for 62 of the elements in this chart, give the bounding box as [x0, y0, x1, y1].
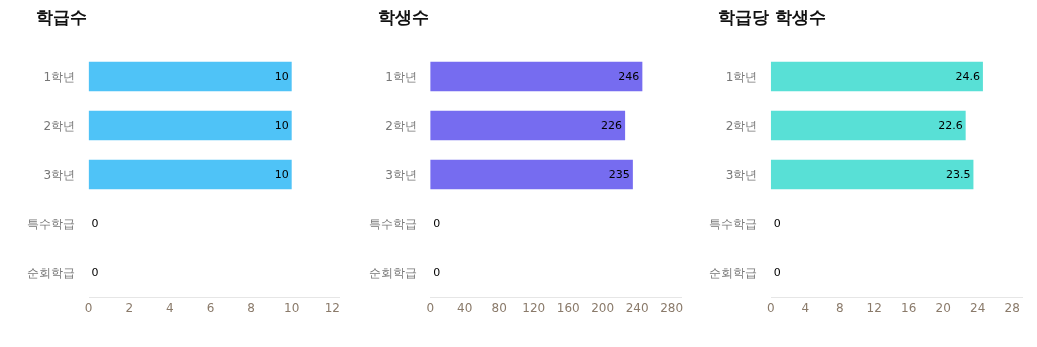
x-tick-label: 8	[835, 301, 844, 316]
data-label: 0	[433, 217, 441, 231]
y-tick-label: 3학년	[385, 167, 417, 182]
y-tick-label: 2학년	[43, 118, 76, 133]
y-tick-label: 1학년	[725, 69, 758, 84]
chart-title: 학급당 학생수	[718, 7, 826, 27]
x-tick-label: 240	[625, 301, 649, 316]
data-label: 23.5	[945, 168, 971, 182]
x-tick-label: 200	[591, 301, 615, 316]
x-tick-label: 28	[1004, 301, 1020, 316]
data-label: 0	[433, 266, 441, 280]
data-label: 10	[274, 119, 289, 133]
x-tick-label: 280	[660, 301, 684, 316]
y-tick-label: 특수학급	[27, 216, 76, 231]
bar	[770, 61, 983, 92]
x-tick-label: 0	[766, 301, 775, 316]
bar	[770, 110, 966, 141]
data-label: 0	[91, 266, 99, 280]
x-tick-label: 12	[866, 301, 882, 316]
y-tick-label: 2학년	[725, 118, 758, 133]
x-tick-label: 0	[426, 301, 435, 316]
y-tick-label: 1학년	[385, 69, 417, 84]
data-label: 246	[618, 70, 640, 84]
y-tick-label: 3학년	[43, 167, 76, 182]
data-label: 0	[91, 217, 99, 231]
data-label: 0	[773, 217, 781, 231]
x-tick-label: 24	[970, 301, 986, 316]
x-tick-label: 20	[935, 301, 951, 316]
x-tick-label: 4	[166, 301, 174, 316]
x-tick-label: 12	[324, 301, 340, 316]
data-label: 10	[274, 70, 289, 84]
bar	[430, 159, 633, 190]
x-tick-label: 8	[247, 301, 255, 316]
x-tick-label: 80	[491, 301, 507, 316]
y-tick-label: 1학년	[43, 69, 76, 84]
bar	[770, 159, 974, 190]
bar	[430, 61, 643, 92]
y-tick-label: 특수학급	[368, 216, 417, 231]
data-label: 24.6	[955, 70, 980, 84]
data-label: 226	[601, 119, 623, 133]
x-tick-label: 4	[801, 301, 810, 316]
y-tick-label: 2학년	[385, 118, 417, 133]
y-tick-label: 순회학급	[709, 265, 758, 280]
x-tick-label: 6	[206, 301, 215, 316]
y-tick-label: 특수학급	[709, 216, 758, 231]
data-label: 235	[608, 168, 630, 182]
x-tick-label: 10	[284, 301, 300, 316]
data-label: 0	[773, 266, 781, 280]
chart-title: 학생수	[378, 7, 429, 27]
x-tick-label: 0	[84, 301, 93, 316]
data-label: 10	[274, 168, 289, 182]
chart-title: 학급수	[36, 7, 87, 27]
x-tick-label: 120	[522, 301, 546, 316]
x-tick-label: 40	[457, 301, 473, 316]
x-tick-label: 16	[901, 301, 917, 316]
y-tick-label: 순회학급	[27, 265, 76, 280]
y-tick-label: 순회학급	[368, 265, 417, 280]
x-tick-label: 160	[556, 301, 580, 316]
x-tick-label: 2	[125, 301, 134, 316]
y-tick-label: 3학년	[725, 167, 758, 182]
data-label: 22.6	[938, 119, 963, 133]
bar	[430, 110, 626, 141]
